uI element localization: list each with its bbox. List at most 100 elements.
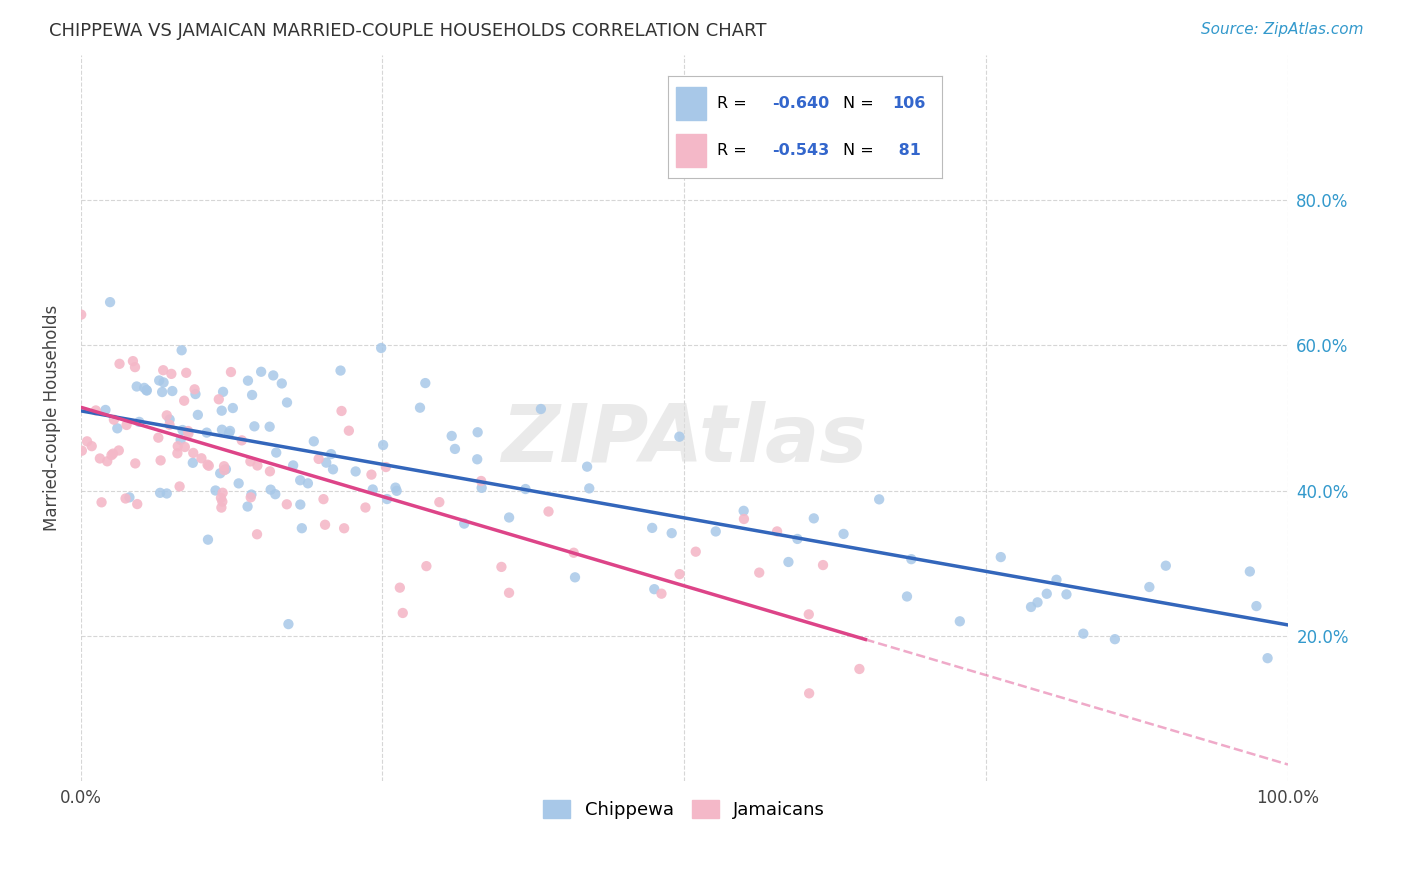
Point xyxy=(388,581,411,595)
Point xyxy=(211,423,233,437)
Text: 81: 81 xyxy=(893,144,921,158)
Point xyxy=(197,533,219,547)
Y-axis label: Married-couple Households: Married-couple Households xyxy=(44,305,60,532)
Point xyxy=(166,446,188,460)
Point xyxy=(297,476,319,491)
Point xyxy=(1137,580,1160,594)
Point xyxy=(259,464,281,478)
Point xyxy=(668,567,690,582)
Point xyxy=(70,308,93,322)
Point xyxy=(122,354,145,368)
Text: -0.543: -0.543 xyxy=(772,144,830,158)
Point xyxy=(467,425,489,440)
Text: Source: ZipAtlas.com: Source: ZipAtlas.com xyxy=(1201,22,1364,37)
Point xyxy=(246,458,269,473)
Point xyxy=(530,402,553,417)
Point xyxy=(1154,558,1177,573)
Point xyxy=(361,483,384,497)
Point xyxy=(219,365,242,379)
Point xyxy=(218,426,240,441)
Point xyxy=(100,448,122,462)
Point xyxy=(704,524,727,539)
Point xyxy=(1019,599,1042,614)
Point xyxy=(150,385,173,400)
Point xyxy=(848,662,870,676)
Point xyxy=(70,443,93,458)
Point xyxy=(276,497,298,511)
Point xyxy=(1045,573,1067,587)
Point xyxy=(277,617,299,632)
Point xyxy=(1056,587,1078,601)
Point xyxy=(778,555,800,569)
Point xyxy=(329,363,352,377)
Point xyxy=(212,459,235,474)
Point xyxy=(148,374,170,388)
Text: R =: R = xyxy=(717,96,752,111)
Point xyxy=(211,403,233,417)
Point xyxy=(166,439,188,453)
Point xyxy=(172,423,194,437)
Point xyxy=(228,476,250,491)
Point xyxy=(453,516,475,531)
Point xyxy=(187,408,209,422)
Point xyxy=(212,384,235,399)
Point xyxy=(333,521,356,535)
Point xyxy=(370,341,392,355)
Point xyxy=(101,447,124,461)
Point xyxy=(641,521,664,535)
Bar xyxy=(676,87,706,120)
Point xyxy=(786,532,808,546)
Point xyxy=(491,560,513,574)
Point xyxy=(162,384,184,398)
Point xyxy=(156,486,179,500)
Point xyxy=(330,404,353,418)
Point xyxy=(1257,651,1279,665)
Point xyxy=(250,365,273,379)
Point xyxy=(98,295,121,310)
Point xyxy=(84,403,107,417)
Point xyxy=(276,395,298,409)
Point xyxy=(125,379,148,393)
Point xyxy=(470,474,492,488)
Point xyxy=(322,462,344,476)
Point xyxy=(281,458,304,473)
Point xyxy=(148,431,170,445)
Point xyxy=(96,454,118,468)
Point xyxy=(105,421,128,435)
Point xyxy=(262,368,284,383)
Point xyxy=(239,491,262,505)
Point xyxy=(103,413,125,427)
Point xyxy=(427,495,450,509)
Text: N =: N = xyxy=(844,144,879,158)
Point xyxy=(564,570,586,584)
Point xyxy=(156,409,179,423)
Point xyxy=(219,424,242,438)
Point xyxy=(259,419,281,434)
Point xyxy=(240,487,263,501)
Point xyxy=(174,366,197,380)
Point xyxy=(181,456,204,470)
Point xyxy=(127,497,149,511)
Point xyxy=(661,526,683,541)
Point xyxy=(578,482,600,496)
Point xyxy=(440,429,463,443)
Point xyxy=(94,403,117,417)
Text: CHIPPEWA VS JAMAICAN MARRIED-COUPLE HOUSEHOLDS CORRELATION CHART: CHIPPEWA VS JAMAICAN MARRIED-COUPLE HOUS… xyxy=(49,22,766,40)
Point xyxy=(239,454,262,468)
Point xyxy=(576,459,599,474)
Point xyxy=(236,374,259,388)
Point xyxy=(135,384,157,398)
Point xyxy=(315,456,337,470)
Point xyxy=(302,434,325,449)
Point xyxy=(288,473,311,487)
Point xyxy=(231,434,253,448)
Point xyxy=(184,387,207,401)
Point xyxy=(204,483,226,498)
Point xyxy=(900,552,922,566)
Point xyxy=(169,433,191,447)
Point xyxy=(562,546,585,560)
Point xyxy=(291,521,314,535)
Point xyxy=(211,494,233,508)
Point xyxy=(181,446,204,460)
Point xyxy=(498,586,520,600)
